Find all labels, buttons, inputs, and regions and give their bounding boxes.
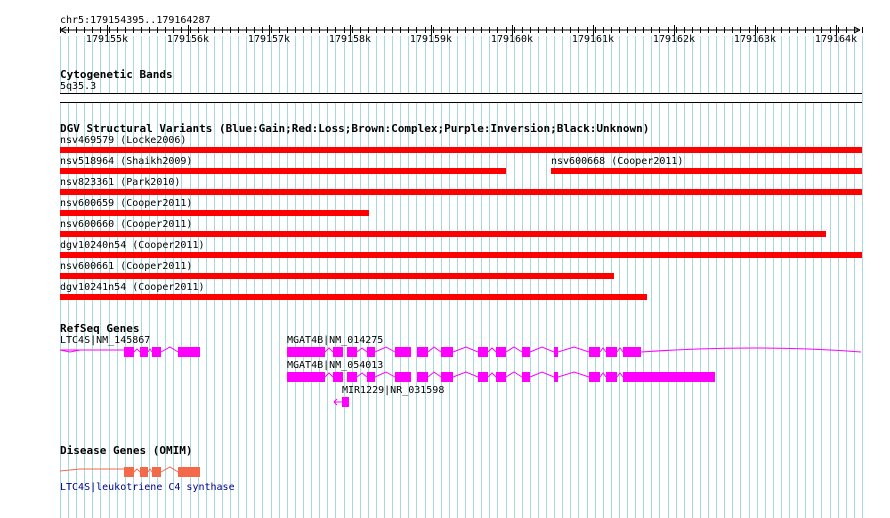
- ruler-tick-label: 179157k: [247, 34, 291, 45]
- gene-label[interactable]: MIR1229|NR_031598: [342, 385, 445, 396]
- variant-label[interactable]: nsv600660 (Cooper2011): [60, 219, 193, 230]
- variant-label[interactable]: dgv10241n54 (Cooper2011): [60, 282, 205, 293]
- ruler-tick-label: 179159k: [409, 34, 453, 45]
- variant-bar[interactable]: [60, 189, 862, 195]
- ruler-tick-label: 179163k: [733, 34, 777, 45]
- variant-bar[interactable]: [60, 294, 647, 300]
- ruler-major-tick: [107, 25, 108, 35]
- variant-bar[interactable]: [60, 210, 369, 216]
- variant-bar[interactable]: [60, 252, 862, 258]
- ruler-tick-label: 179156k: [166, 34, 210, 45]
- variant-label[interactable]: nsv469579 (Locke2006): [60, 135, 187, 146]
- ruler-axis[interactable]: [0, 24, 890, 36]
- cytogenetic-bands-title: Cytogenetic Bands: [60, 68, 173, 81]
- disease-gene-model[interactable]: [60, 465, 205, 479]
- gene-model-mgat4b-1[interactable]: [286, 344, 862, 358]
- ruler-major-tick: [836, 25, 837, 35]
- ruler-major-tick: [512, 25, 513, 35]
- gene-model-ltc4s[interactable]: [60, 346, 205, 358]
- variant-bar[interactable]: [551, 168, 862, 174]
- variant-label[interactable]: nsv600659 (Cooper2011): [60, 198, 193, 209]
- ruler-tick-label: 179162k: [652, 34, 696, 45]
- variant-label[interactable]: nsv823361 (Park2010): [60, 177, 181, 188]
- ruler-major-tick: [431, 25, 432, 35]
- gene-label[interactable]: MGAT4B|NM_054013: [287, 360, 384, 371]
- ruler-tick-label: 179155k: [85, 34, 129, 45]
- cytoband-label: 5q35.3: [60, 81, 97, 92]
- variant-label[interactable]: dgv10240n54 (Cooper2011): [60, 240, 205, 251]
- ruler-major-tick: [674, 25, 675, 35]
- ruler-tick-label: 179160k: [490, 34, 534, 45]
- ruler-tick-label: 179158k: [328, 34, 372, 45]
- ruler-major-tick: [755, 25, 756, 35]
- ruler-tick-label: 179161k: [571, 34, 615, 45]
- disease-gene-label[interactable]: LTC4S|leukotriene C4 synthase: [60, 482, 235, 493]
- refseq-track-title: RefSeq Genes: [60, 322, 140, 335]
- ruler-major-tick: [593, 25, 594, 35]
- ruler-major-tick: [188, 25, 189, 35]
- variant-label[interactable]: nsv518964 (Shaikh2009): [60, 156, 193, 167]
- variant-label[interactable]: nsv600661 (Cooper2011): [60, 261, 193, 272]
- variant-bar[interactable]: [60, 273, 614, 279]
- gene-model-mgat4b-2[interactable]: [286, 369, 718, 385]
- disease-track-title: Disease Genes (OMIM): [60, 444, 193, 457]
- region-label: chr5:179154395..179164287: [60, 15, 211, 26]
- variant-bar[interactable]: [60, 168, 506, 174]
- variant-label[interactable]: nsv600668 (Cooper2011): [551, 156, 684, 167]
- ruler-major-tick: [269, 25, 270, 35]
- dgv-track-title: DGV Structural Variants (Blue:Gain;Red:L…: [60, 122, 650, 135]
- variant-bar[interactable]: [60, 231, 826, 237]
- gene-model-mir1229[interactable]: [332, 396, 354, 408]
- ruler-major-tick: [350, 25, 351, 35]
- gene-label[interactable]: MGAT4B|NM_014275: [287, 335, 384, 346]
- gene-label[interactable]: LTC4S|NM_145867: [60, 335, 151, 346]
- cytoband-bar[interactable]: [60, 93, 862, 103]
- ruler-tick-label: 179164k: [814, 34, 858, 45]
- variant-bar[interactable]: [60, 147, 862, 153]
